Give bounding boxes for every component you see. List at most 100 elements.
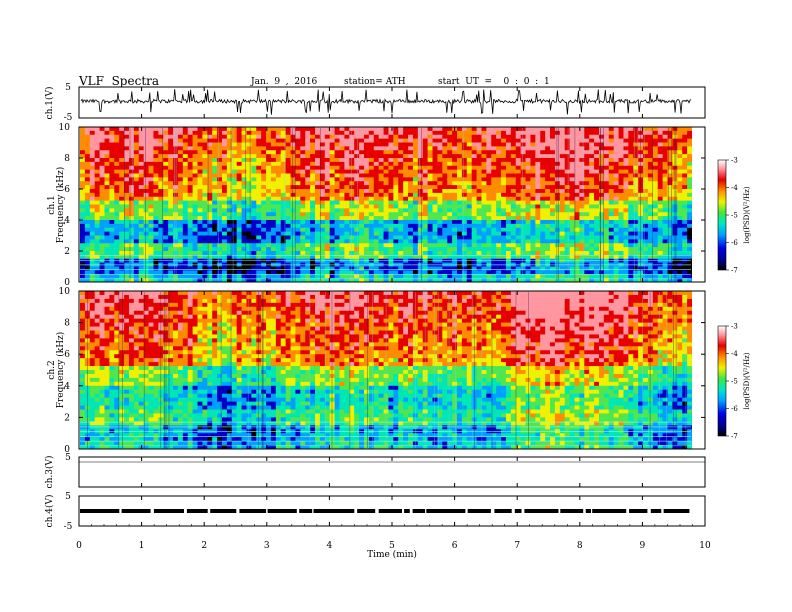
spectrogram-cell (99, 177, 105, 182)
spectrogram-cell (515, 185, 522, 190)
spectrogram-cell (143, 247, 149, 252)
spectrogram-cell (520, 146, 526, 151)
spectrogram-cell (535, 138, 541, 143)
spectrogram-cell (319, 258, 326, 264)
spectrogram-cell (456, 239, 463, 244)
spectrogram-cell (452, 270, 458, 275)
spectrogram-cell (109, 243, 115, 248)
spectrogram-cell (525, 158, 531, 163)
spectrogram-cell (280, 227, 287, 233)
spectrogram-cell (618, 251, 624, 256)
spectrogram-cell (84, 235, 91, 240)
spectrogram-cell (628, 220, 634, 225)
spectrogram-cell (275, 212, 282, 217)
spectrogram-cell (173, 278, 179, 283)
spectrogram-cell (491, 127, 497, 132)
spectrogram-cell (280, 150, 287, 155)
spectrogram-cell (657, 212, 664, 217)
spectrogram-cell (334, 227, 340, 233)
spectrogram-cell (687, 154, 693, 159)
spectrogram-cell (687, 189, 693, 194)
spectrogram-cell (324, 243, 331, 248)
spectrogram-cell (540, 181, 546, 186)
spectrogram-cell (447, 258, 453, 264)
spectrogram-cell (540, 243, 546, 248)
spectrogram-cell (221, 177, 228, 182)
spectrogram-cell (241, 251, 247, 256)
spectrogram-cell (256, 270, 262, 275)
spectrogram-cell (647, 204, 654, 209)
spectrogram-cell (471, 247, 477, 252)
spectrogram-cell (388, 161, 394, 167)
spectrogram-cell (378, 223, 384, 229)
spectrogram-cell (187, 266, 194, 271)
spectrogram-cell (530, 200, 536, 205)
spectrogram-cell (339, 239, 345, 244)
spectrogram-cell (221, 196, 228, 202)
spectrogram-cell (109, 158, 115, 163)
spectrogram-cell (667, 154, 673, 159)
spectrogram-cell (530, 165, 536, 171)
spectrogram-cell (373, 165, 380, 171)
spectrogram-cell (662, 243, 668, 248)
spectrogram-cell (275, 216, 282, 221)
spectrogram-cell (496, 146, 502, 151)
spectrogram-cell (339, 134, 345, 140)
spectrogram-cell (217, 200, 223, 205)
spectrogram-cell (540, 254, 546, 260)
spectrogram-cell (197, 127, 203, 132)
spectrogram-cell (422, 142, 429, 147)
spectrogram-cell (187, 138, 194, 143)
spectrogram-cell (657, 169, 664, 174)
spectrogram-cell (437, 247, 443, 252)
spectrogram-cell (378, 185, 384, 190)
spectrogram-cell (515, 254, 522, 260)
spectrogram-cell (315, 181, 321, 186)
spectrogram-cell (280, 251, 287, 256)
spectrogram-cell (466, 130, 473, 136)
spectrogram-cell (270, 235, 277, 240)
spectrogram-cell (143, 243, 149, 248)
spectrogram-cell (319, 150, 326, 155)
spectrogram-cell (388, 254, 394, 260)
spectrogram-cell (520, 235, 526, 240)
spectrogram-cell (393, 200, 399, 205)
spectrogram-cell (344, 258, 350, 264)
spectrogram-cell (158, 154, 164, 159)
spectrogram-cell (481, 181, 487, 186)
spectrogram-cell (525, 212, 531, 217)
spectrogram-cell (295, 165, 301, 171)
spectrogram-cell (84, 173, 91, 178)
spectrogram-cell (422, 146, 429, 151)
spectrogram-cell (133, 274, 140, 279)
spectrogram-cell (187, 130, 194, 136)
spectrogram-cell (437, 185, 443, 190)
spectrogram-cell (197, 270, 203, 275)
spectrogram-cell (163, 173, 169, 178)
spectrogram-cell (280, 212, 287, 217)
spectrogram-cell (613, 212, 619, 217)
spectrogram-cell (197, 235, 203, 240)
spectrogram-cell (138, 231, 145, 236)
spectrogram-cell (540, 270, 546, 275)
spectrogram-cell (315, 239, 321, 244)
spectrogram-cell (652, 227, 659, 233)
ch1-ytick-top: 5 (65, 83, 71, 93)
spectrogram-cell (559, 185, 566, 190)
spectrogram-cell (378, 278, 384, 283)
spectrogram-cell (491, 130, 497, 136)
spectrogram-cell (388, 142, 394, 147)
spectrogram-cell (221, 138, 228, 143)
spectrogram-cell (143, 274, 149, 279)
spectrogram-cell (275, 274, 282, 279)
spectrogram-cell (192, 274, 198, 279)
spectrogram-cell (143, 130, 149, 136)
spectrogram-cell (305, 220, 311, 225)
spectrogram-cell (535, 177, 541, 182)
spectrogram-cell (173, 254, 179, 260)
spectrogram-cell (417, 196, 424, 202)
spectrogram-cell (393, 192, 399, 198)
spectrogram-cell (594, 196, 600, 202)
spectrogram-cell (584, 130, 590, 136)
spectrogram-cell (501, 169, 507, 174)
